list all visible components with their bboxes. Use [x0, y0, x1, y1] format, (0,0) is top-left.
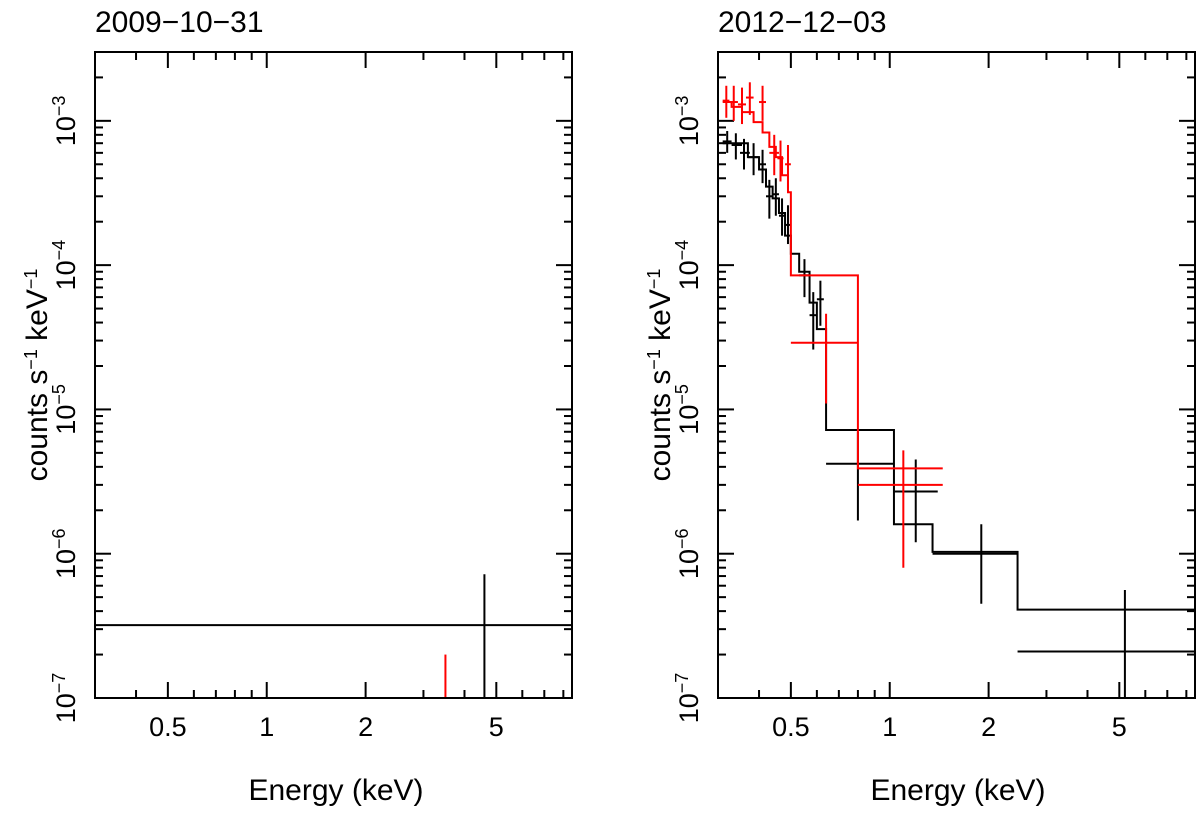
x-tick-label: 1	[882, 712, 897, 742]
y-axis-label: counts s−1 keV−1	[21, 269, 54, 482]
y-tick-exponent: −5	[672, 384, 692, 405]
y-tick-label: 10−6	[672, 528, 704, 579]
x-tick-label: 0.5	[149, 712, 187, 742]
y-tick-exponent: −3	[49, 96, 69, 117]
y-label-exp2: −1	[644, 269, 664, 290]
y-label-exp1: −1	[644, 349, 664, 370]
tick-group: 0.5 1 2 510−710−610−510−410−3	[49, 51, 572, 742]
y-tick-label: 10−4	[672, 240, 704, 291]
y-tick-base: 10	[674, 549, 704, 579]
y-axis-label: counts s−1 keV−1	[644, 269, 677, 482]
y-tick-base: 10	[674, 260, 704, 290]
y-tick-base: 10	[51, 549, 81, 579]
y-label-mid: keV	[644, 289, 677, 349]
y-tick-exponent: −4	[672, 240, 692, 261]
y-tick-exponent: −6	[49, 528, 69, 549]
y-tick-label: 10−3	[672, 96, 704, 147]
y-tick-base: 10	[674, 693, 704, 723]
y-label-main: counts s	[644, 370, 677, 482]
y-tick-exponent: −6	[672, 528, 692, 549]
y-label-main: counts s	[21, 370, 54, 482]
y-tick-base: 10	[51, 260, 81, 290]
x-tick-label: 2	[358, 712, 373, 742]
x-tick-label: 1	[259, 712, 274, 742]
y-tick-base: 10	[51, 405, 81, 435]
x-tick-label: 0.5	[772, 712, 810, 742]
y-tick-base: 10	[51, 693, 81, 723]
y-tick-label: 10−7	[49, 673, 81, 724]
y-label-mid: keV	[21, 289, 54, 349]
tick-group: 0.5 1 2 510−710−610−510−410−3	[672, 51, 1195, 742]
x-tick-label: 5	[1112, 712, 1127, 742]
panel-2012-12-03: 2012−12−03 Energy (keV) counts s−1 keV−1…	[644, 6, 1196, 807]
model-step-line	[722, 142, 1195, 611]
plot-area	[95, 574, 572, 698]
y-tick-exponent: −4	[49, 240, 69, 261]
y-tick-label: 10−7	[672, 673, 704, 724]
y-tick-label: 10−5	[49, 384, 81, 435]
y-tick-label: 10−4	[49, 240, 81, 291]
y-tick-label: 10−3	[49, 96, 81, 147]
y-tick-exponent: −7	[49, 673, 69, 694]
panel-2009-10-31: 2009−10−31 Energy (keV) counts s−1 keV−1…	[21, 6, 573, 807]
y-tick-base: 10	[674, 116, 704, 146]
y-tick-label: 10−5	[672, 384, 704, 435]
x-tick-label: 2	[981, 712, 996, 742]
plot-frame	[94, 51, 573, 699]
y-tick-base: 10	[674, 405, 704, 435]
y-label-exp2: −1	[21, 269, 41, 290]
y-label-exp1: −1	[21, 349, 41, 370]
panel-title: 2012−12−03	[718, 6, 887, 39]
plot-area	[722, 82, 1195, 698]
plot-frame	[717, 51, 1196, 699]
x-axis-label: Energy (keV)	[870, 774, 1045, 807]
y-tick-label: 10−6	[49, 528, 81, 579]
panel-title: 2009−10−31	[95, 6, 264, 39]
y-tick-exponent: −5	[49, 384, 69, 405]
x-axis-label: Energy (keV)	[248, 774, 423, 807]
y-tick-base: 10	[51, 116, 81, 146]
y-tick-exponent: −7	[672, 673, 692, 694]
y-tick-exponent: −3	[672, 96, 692, 117]
x-tick-label: 5	[489, 712, 504, 742]
